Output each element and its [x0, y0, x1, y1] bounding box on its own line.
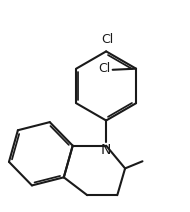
Text: Cl: Cl — [98, 62, 110, 75]
Text: Cl: Cl — [101, 33, 113, 46]
Text: N: N — [101, 143, 111, 157]
